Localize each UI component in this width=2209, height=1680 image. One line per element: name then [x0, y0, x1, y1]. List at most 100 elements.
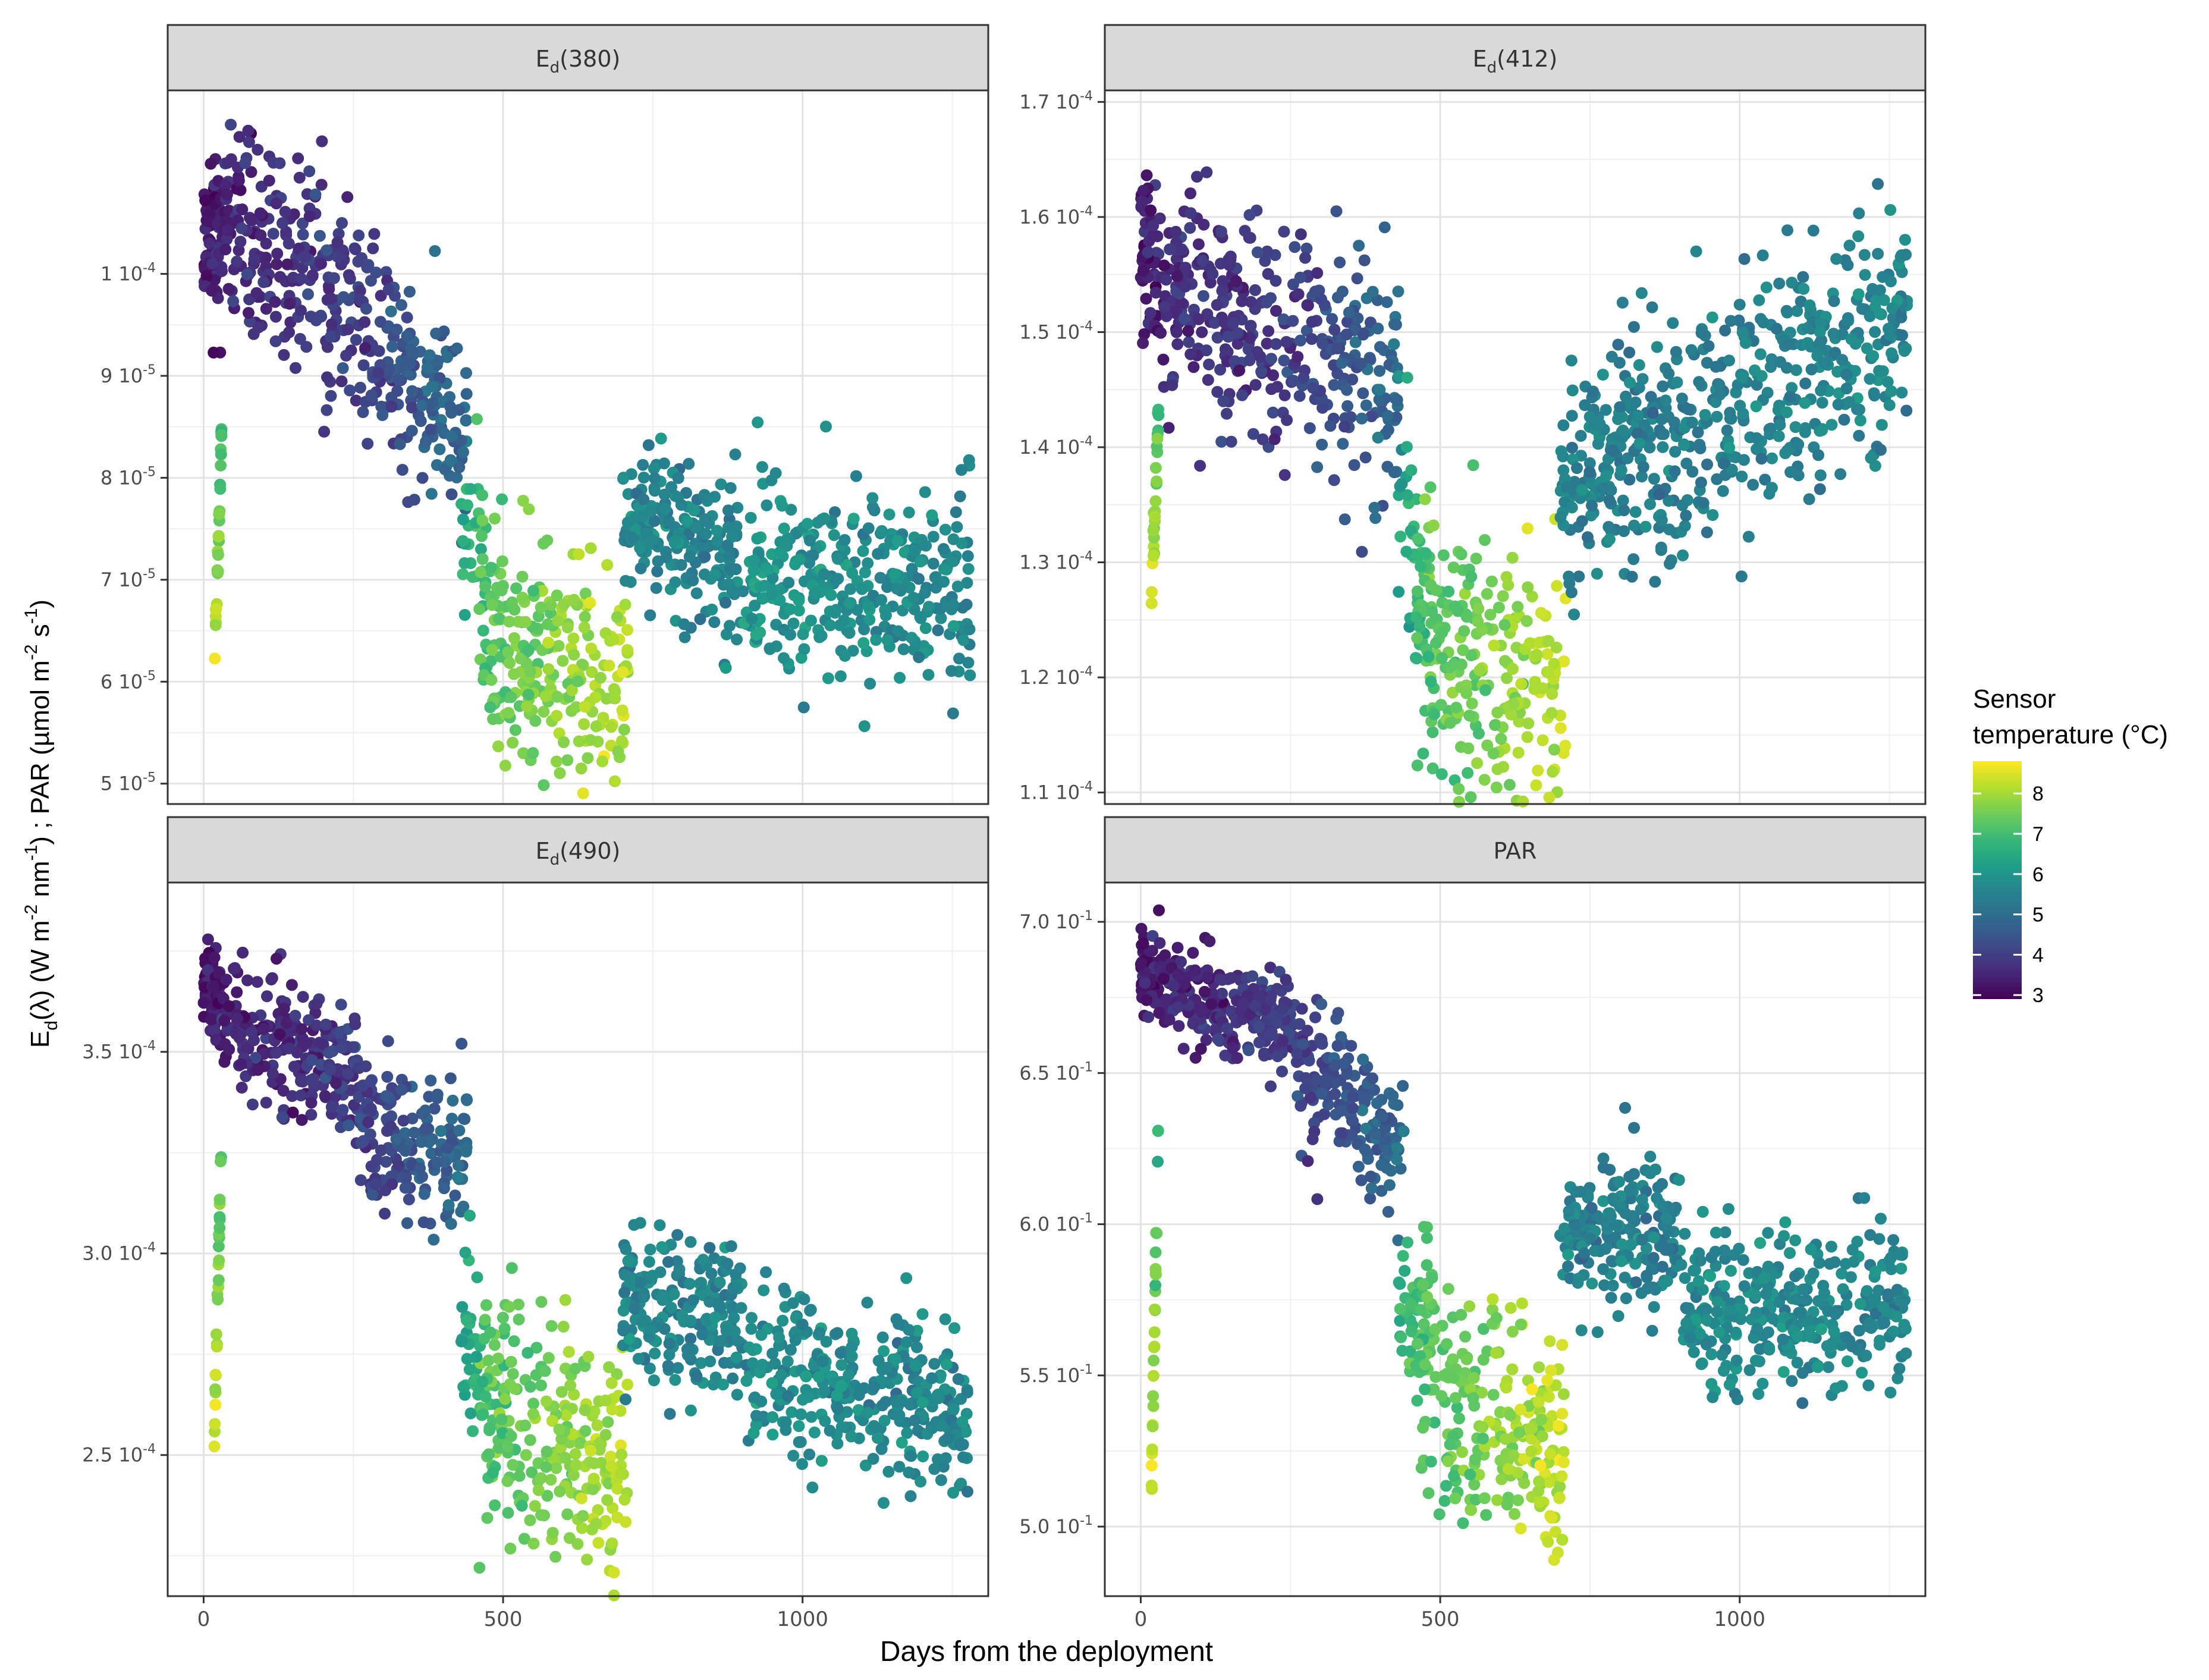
data-point: [903, 1324, 915, 1336]
data-point: [1526, 1383, 1538, 1396]
data-point: [607, 633, 620, 646]
data-point: [1306, 316, 1318, 328]
data-point: [254, 229, 267, 241]
data-point: [954, 1439, 967, 1452]
data-point: [537, 538, 549, 549]
data-point: [1427, 519, 1440, 532]
data-point: [926, 1372, 938, 1384]
data-point: [815, 1455, 828, 1467]
data-point: [295, 1089, 307, 1101]
data-point: [1224, 253, 1237, 266]
data-point: [731, 1389, 743, 1401]
data-point: [1554, 511, 1567, 523]
data-point: [320, 244, 333, 256]
data-point: [1328, 474, 1340, 486]
data-point: [1899, 234, 1911, 246]
data-point: [1600, 470, 1613, 482]
data-point: [1543, 792, 1556, 803]
data-point: [569, 1448, 582, 1461]
data-point: [1360, 399, 1372, 412]
data-point: [758, 580, 771, 592]
data-point: [476, 1376, 489, 1388]
data-point: [1196, 255, 1208, 267]
data-point: [825, 589, 837, 601]
data-point: [1478, 1492, 1491, 1505]
data-point: [227, 295, 240, 307]
data-point: [479, 1390, 492, 1403]
data-point: [750, 1409, 762, 1422]
data-point: [492, 1352, 504, 1365]
data-point: [1460, 687, 1473, 699]
data-point: [425, 423, 437, 436]
data-point: [945, 665, 958, 677]
data-point: [1542, 635, 1555, 647]
facet-panels: Ed(380)5 10-56 10-57 10-58 10-59 10-51 1…: [82, 24, 1927, 1631]
data-point: [532, 1484, 545, 1496]
data-point: [401, 1217, 413, 1229]
data-point: [882, 1465, 895, 1478]
data-point: [404, 343, 417, 356]
data-point: [1457, 644, 1469, 657]
data-point: [1460, 1353, 1473, 1365]
data-point: [1464, 1468, 1476, 1481]
data-point: [672, 472, 684, 484]
data-point: [876, 1399, 888, 1412]
data-point: [505, 1262, 518, 1274]
data-point: [1411, 585, 1424, 598]
data-point: [1292, 351, 1304, 363]
data-point: [263, 174, 275, 187]
data-point: [828, 529, 840, 541]
data-point: [1151, 475, 1163, 488]
data-point: [538, 779, 550, 792]
data-point: [1450, 701, 1462, 714]
data-point: [651, 565, 664, 577]
data-point: [353, 229, 365, 241]
data-point: [360, 1060, 372, 1072]
data-point: [1422, 1487, 1435, 1499]
data-point: [1867, 282, 1879, 295]
data-point: [615, 735, 628, 748]
strip-label-main: PAR: [1494, 838, 1537, 864]
data-point: [1774, 419, 1786, 431]
data-point: [485, 674, 498, 686]
data-point: [1262, 268, 1274, 280]
data-point: [1276, 1065, 1288, 1078]
data-point: [1633, 437, 1646, 450]
data-point: [508, 668, 520, 680]
data-point: [634, 562, 647, 574]
data-point: [1436, 626, 1448, 639]
data-point: [1557, 464, 1570, 476]
data-point: [297, 991, 309, 1003]
data-point: [1459, 1330, 1472, 1343]
data-point: [233, 1032, 246, 1044]
data-point: [1182, 325, 1195, 337]
data-point: [1366, 285, 1379, 298]
data-point: [585, 734, 596, 746]
data-point: [696, 1328, 709, 1340]
data-point: [1418, 1221, 1430, 1233]
data-point: [808, 588, 821, 600]
data-point: [926, 509, 938, 522]
data-point: [318, 425, 331, 438]
data-point: [1316, 337, 1329, 350]
data-point: [1651, 341, 1663, 353]
y-tick-exponent: -4: [1080, 434, 1093, 449]
data-point: [1227, 1042, 1239, 1054]
data-point: [1148, 1326, 1161, 1339]
data-point: [815, 630, 828, 642]
data-point: [359, 342, 372, 354]
data-point: [328, 272, 340, 284]
data-point: [856, 583, 868, 595]
data-point: [835, 1421, 848, 1433]
data-point: [510, 582, 523, 595]
data-point: [778, 522, 790, 535]
data-point: [895, 1436, 908, 1449]
data-point: [1478, 774, 1491, 786]
data-point: [269, 296, 281, 308]
data-point: [1753, 294, 1765, 306]
data-point: [1149, 1268, 1162, 1281]
data-point: [1533, 1475, 1545, 1488]
data-point: [939, 523, 951, 536]
facet-strip-label: PAR: [1494, 838, 1537, 864]
data-point: [637, 493, 650, 505]
